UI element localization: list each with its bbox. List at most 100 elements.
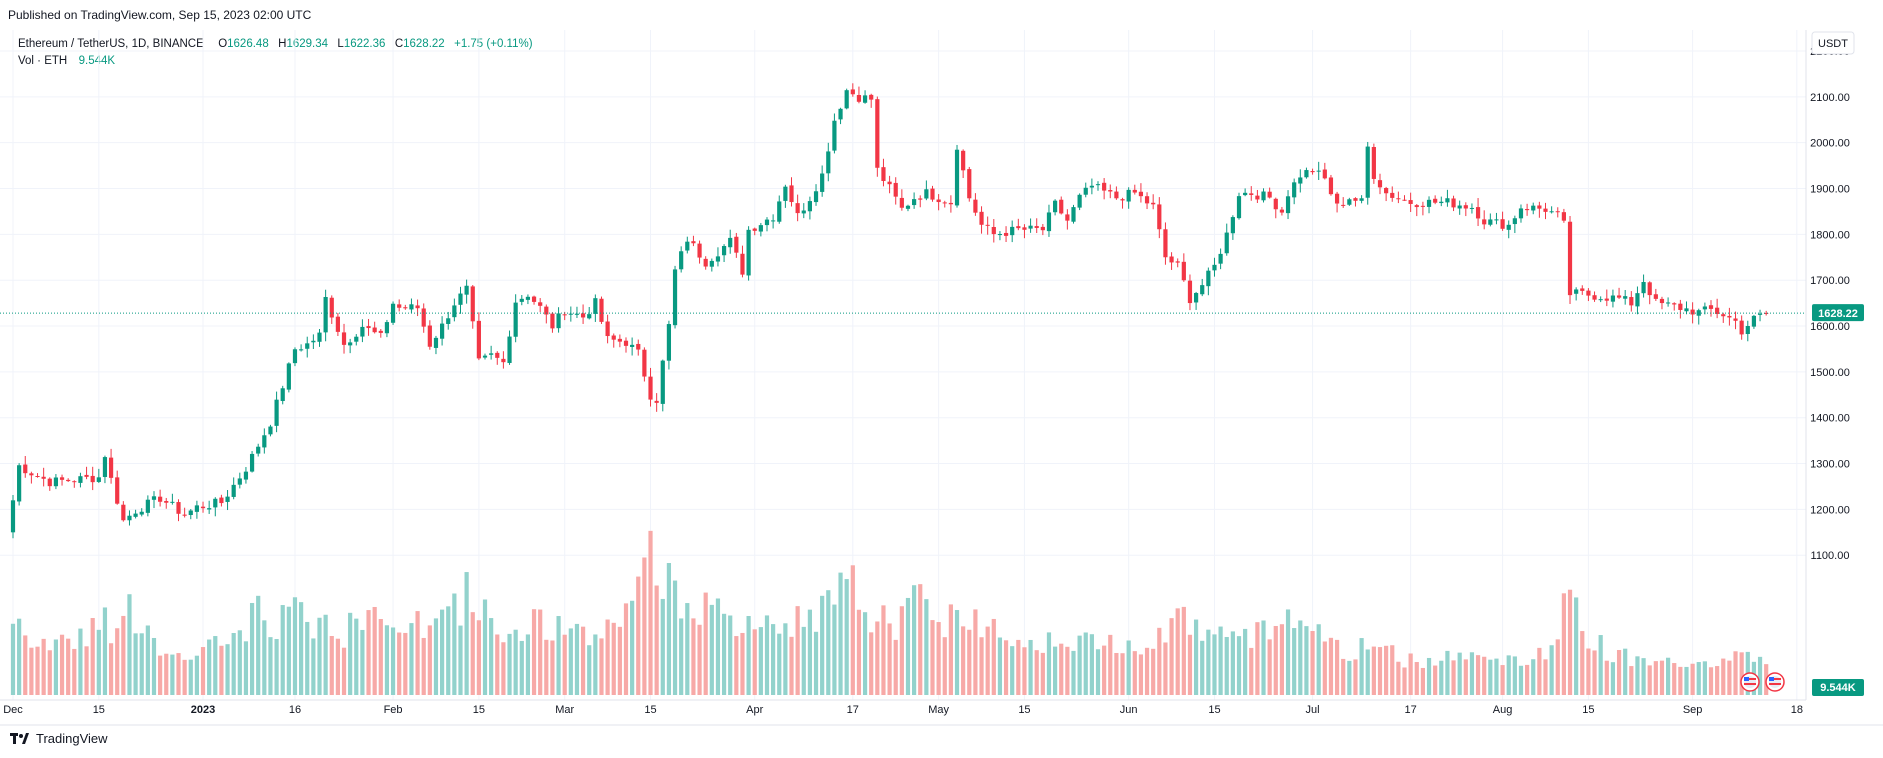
volume-bar (1647, 665, 1652, 695)
candle-body (53, 477, 59, 487)
volume-bar (164, 653, 169, 695)
candle-body (556, 313, 561, 329)
volume-bar (1163, 642, 1168, 695)
volume-bar (1016, 639, 1021, 695)
x-tick-label: May (928, 704, 949, 716)
volume-bar (1046, 632, 1052, 695)
volume-bar (832, 604, 837, 695)
candle-body (654, 400, 659, 403)
candle-body (299, 349, 304, 351)
candle-body (862, 95, 868, 103)
volume-bar (1218, 626, 1223, 695)
candle-body (115, 477, 120, 504)
candle-body (967, 169, 972, 199)
candle-body (164, 500, 169, 503)
volume-bar (59, 634, 65, 695)
us-flag-event-icon-2[interactable] (1765, 672, 1785, 692)
volume-bar (1635, 656, 1640, 695)
candle-body (41, 476, 46, 479)
volume-bar (29, 647, 34, 695)
volume-bar (482, 599, 488, 695)
candle-body (1292, 182, 1297, 198)
time-axis[interactable]: Dec 15 2023 16 Feb 15 Mar 15 Apr 17 May 15 Jun 15 Jul 1… (3, 704, 1803, 716)
candle-body (666, 324, 672, 361)
candle-body (409, 304, 414, 310)
volume-bar (446, 606, 451, 695)
volume-bar (685, 603, 690, 695)
volume-bar (1347, 660, 1352, 695)
volume-bar (452, 593, 457, 695)
volume-bar (182, 659, 187, 695)
volume-bar (1236, 636, 1242, 695)
candle-body (918, 198, 923, 200)
volume-bar (1273, 625, 1278, 695)
volume-bar (605, 619, 610, 695)
candle-body (458, 293, 463, 305)
volume-bar (838, 572, 843, 695)
price-axis[interactable]: 1100.00 1200.00 1300.00 1400.00 1500.00 1600.… (1810, 46, 1850, 562)
x-tick-label: 15 (1018, 704, 1030, 716)
candle-body (47, 478, 52, 487)
candle-body (1727, 315, 1732, 318)
volume-bar (985, 626, 990, 695)
volume-bar (1531, 659, 1536, 695)
volume-bar (213, 636, 218, 695)
volume-label[interactable]: Vol · ETH (18, 55, 68, 67)
symbol-title[interactable]: Ethereum / TetherUS, 1D, BINANCE (18, 38, 204, 50)
currency-button[interactable]: USDT (1811, 31, 1855, 55)
volume-bar (697, 624, 702, 695)
volume-bar (354, 618, 359, 695)
candle-body (1469, 207, 1475, 209)
candle-body (1003, 232, 1009, 236)
volume-bar (734, 636, 739, 695)
candle-body (1408, 200, 1413, 204)
candle-body (672, 269, 678, 326)
volume-bar (1555, 639, 1560, 695)
candle-body (1212, 264, 1217, 271)
us-flag-event-icon[interactable] (1740, 672, 1760, 692)
candle-body (335, 316, 340, 332)
volume-bar (311, 638, 316, 695)
candle-body (1359, 198, 1364, 201)
volume-bar (1144, 647, 1150, 695)
volume-bar (1365, 649, 1370, 695)
volume-bar (954, 610, 960, 695)
volume-bar (1396, 661, 1401, 695)
tradingview-brand[interactable]: TradingView (10, 731, 108, 746)
volume-value: 9.544K (78, 55, 116, 67)
volume-bar (1298, 620, 1303, 695)
candle-body (440, 323, 445, 339)
volume-bar (1445, 650, 1450, 695)
x-tick-label: 2023 (191, 704, 215, 716)
volume-bar (1114, 652, 1119, 695)
candle-body (1426, 199, 1432, 207)
volume-bar (1506, 655, 1511, 695)
x-tick-label: Mar (555, 704, 574, 716)
volume-bars (10, 530, 1769, 695)
candle-body (1144, 196, 1150, 204)
candle-body (1187, 280, 1193, 304)
volume-bar (856, 609, 862, 695)
candle-body (23, 464, 28, 474)
candle-body (1598, 299, 1603, 301)
candle-body (1095, 184, 1101, 186)
volume-bar (47, 650, 52, 695)
candle-body (1457, 205, 1462, 209)
candle-body (1218, 253, 1223, 264)
candle-body (1604, 298, 1609, 301)
candle-body (1010, 226, 1015, 236)
volume-bar (1193, 619, 1199, 695)
candle-body (1193, 292, 1199, 303)
volume-bar (997, 637, 1003, 695)
volume-bar (1561, 593, 1566, 695)
candle-body (1108, 190, 1113, 192)
volume-bar (1200, 640, 1205, 695)
volume-bar (1384, 645, 1389, 695)
candle-body (513, 302, 518, 337)
volume-bar (1678, 666, 1683, 695)
volume-bar (390, 627, 396, 695)
volume-bar (1469, 652, 1475, 695)
candle-body (721, 246, 727, 256)
volume-bar (1341, 658, 1346, 695)
